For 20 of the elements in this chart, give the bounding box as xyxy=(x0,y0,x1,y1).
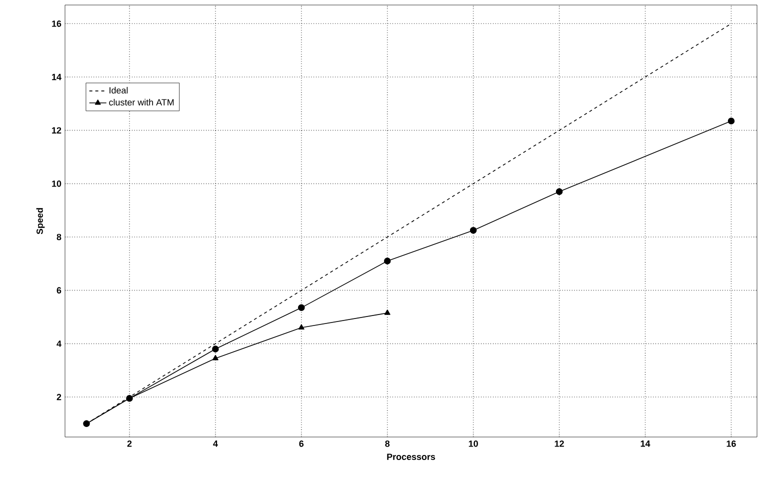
x-tick-label: 12 xyxy=(554,440,564,447)
x-tick-label: 8 xyxy=(385,440,390,447)
y-axis-title: Speed xyxy=(36,208,45,234)
y-tick-label: 8 xyxy=(56,234,62,240)
x-tick-label: 6 xyxy=(299,440,304,447)
y-tick-label: 6 xyxy=(56,287,62,294)
y-tick-label: 2 xyxy=(56,394,62,400)
legend-label: cluster with ATM xyxy=(109,98,174,106)
x-tick-label: 14 xyxy=(640,440,650,447)
x-tick-label: 10 xyxy=(468,440,478,447)
y-tick-label: 4 xyxy=(56,340,62,347)
x-axis-title: Processors xyxy=(387,454,436,460)
y-tick-label: 12 xyxy=(52,127,62,134)
x-tick-label: 4 xyxy=(213,440,218,447)
y-tick-label: 16 xyxy=(52,20,62,27)
legend-label: Ideal xyxy=(110,86,128,94)
x-tick-label: 2 xyxy=(127,440,132,447)
y-tick-label: 10 xyxy=(52,180,62,187)
x-tick-label: 16 xyxy=(726,440,736,447)
y-tick-label: 14 xyxy=(52,74,62,80)
